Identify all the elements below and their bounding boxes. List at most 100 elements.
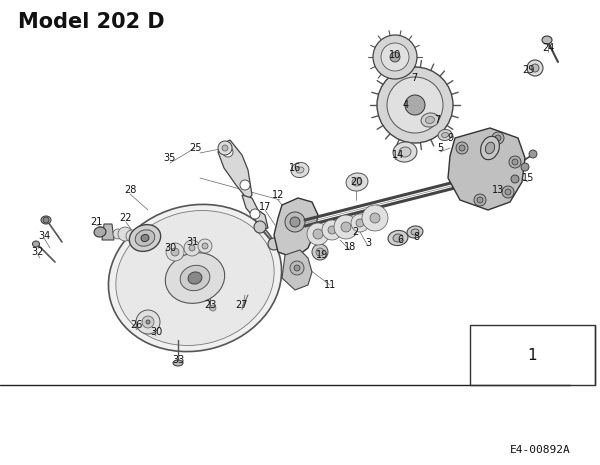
Ellipse shape (425, 116, 434, 124)
Text: 5: 5 (437, 143, 443, 153)
Circle shape (531, 64, 539, 72)
Text: E4-00892A: E4-00892A (510, 445, 571, 455)
Ellipse shape (173, 360, 183, 366)
Text: 1: 1 (527, 347, 538, 363)
Circle shape (456, 142, 468, 154)
Ellipse shape (188, 272, 202, 284)
Text: 12: 12 (272, 190, 284, 200)
Circle shape (290, 217, 300, 227)
Circle shape (171, 248, 179, 256)
Text: 6: 6 (397, 235, 403, 245)
Circle shape (492, 132, 504, 144)
Circle shape (341, 222, 351, 232)
Ellipse shape (346, 173, 368, 191)
Circle shape (529, 150, 537, 158)
Circle shape (222, 145, 228, 151)
Text: 2: 2 (352, 227, 358, 237)
Circle shape (390, 52, 400, 62)
Circle shape (459, 145, 465, 151)
Circle shape (313, 229, 323, 239)
Circle shape (113, 229, 123, 239)
Text: 8: 8 (413, 232, 419, 242)
Polygon shape (274, 198, 318, 258)
Text: 18: 18 (344, 242, 356, 252)
Bar (470, 325, 595, 385)
Polygon shape (218, 140, 252, 200)
Circle shape (166, 243, 184, 261)
Ellipse shape (485, 142, 495, 154)
Polygon shape (102, 224, 114, 240)
Ellipse shape (442, 133, 448, 138)
Ellipse shape (135, 230, 155, 246)
Text: 7: 7 (411, 73, 417, 83)
Circle shape (512, 159, 518, 165)
Ellipse shape (407, 226, 423, 238)
Circle shape (370, 213, 380, 223)
Ellipse shape (41, 216, 51, 224)
Ellipse shape (542, 36, 552, 44)
Text: 17: 17 (259, 202, 271, 212)
Circle shape (136, 310, 160, 334)
Ellipse shape (32, 241, 40, 247)
Ellipse shape (94, 227, 106, 237)
Text: 31: 31 (186, 237, 198, 247)
Circle shape (495, 135, 501, 141)
Circle shape (509, 156, 521, 168)
Ellipse shape (109, 205, 281, 352)
Circle shape (474, 194, 486, 206)
Circle shape (377, 67, 453, 143)
Circle shape (250, 209, 260, 219)
Circle shape (184, 240, 200, 256)
Polygon shape (448, 128, 525, 210)
Ellipse shape (388, 231, 408, 246)
Ellipse shape (130, 225, 161, 252)
Circle shape (316, 248, 324, 256)
Text: 28: 28 (124, 185, 136, 195)
Text: 16: 16 (289, 163, 301, 173)
Circle shape (223, 147, 233, 157)
Circle shape (356, 219, 364, 227)
Text: 35: 35 (164, 153, 176, 163)
Text: 30: 30 (150, 327, 162, 337)
Ellipse shape (352, 178, 362, 186)
Text: 22: 22 (120, 213, 132, 223)
Text: Model 202 D: Model 202 D (18, 12, 164, 32)
Circle shape (307, 223, 329, 245)
Ellipse shape (141, 234, 149, 241)
Text: 29: 29 (522, 65, 534, 75)
Polygon shape (242, 195, 268, 230)
Circle shape (240, 180, 250, 190)
Circle shape (142, 316, 154, 328)
Text: 3: 3 (365, 238, 371, 248)
Ellipse shape (180, 266, 210, 291)
Circle shape (527, 60, 543, 76)
Circle shape (126, 230, 138, 242)
Circle shape (189, 245, 195, 251)
Circle shape (268, 238, 280, 250)
Ellipse shape (411, 229, 419, 235)
Ellipse shape (166, 252, 224, 303)
Text: 10: 10 (389, 50, 401, 60)
Circle shape (387, 77, 443, 133)
Circle shape (146, 320, 150, 324)
Text: 33: 33 (172, 355, 184, 365)
Text: 20: 20 (350, 177, 362, 187)
Circle shape (502, 186, 514, 198)
Circle shape (334, 215, 358, 239)
Text: 32: 32 (32, 247, 44, 257)
Ellipse shape (296, 167, 304, 173)
Circle shape (351, 214, 369, 232)
Circle shape (373, 35, 417, 79)
Circle shape (254, 221, 266, 233)
Circle shape (328, 226, 336, 234)
Circle shape (405, 95, 425, 115)
Circle shape (210, 305, 216, 311)
Text: 11: 11 (324, 280, 336, 290)
Ellipse shape (438, 129, 452, 140)
Circle shape (43, 217, 49, 223)
Circle shape (290, 261, 304, 275)
Ellipse shape (421, 113, 439, 127)
Circle shape (505, 189, 511, 195)
Ellipse shape (393, 234, 403, 242)
Text: 27: 27 (236, 300, 248, 310)
